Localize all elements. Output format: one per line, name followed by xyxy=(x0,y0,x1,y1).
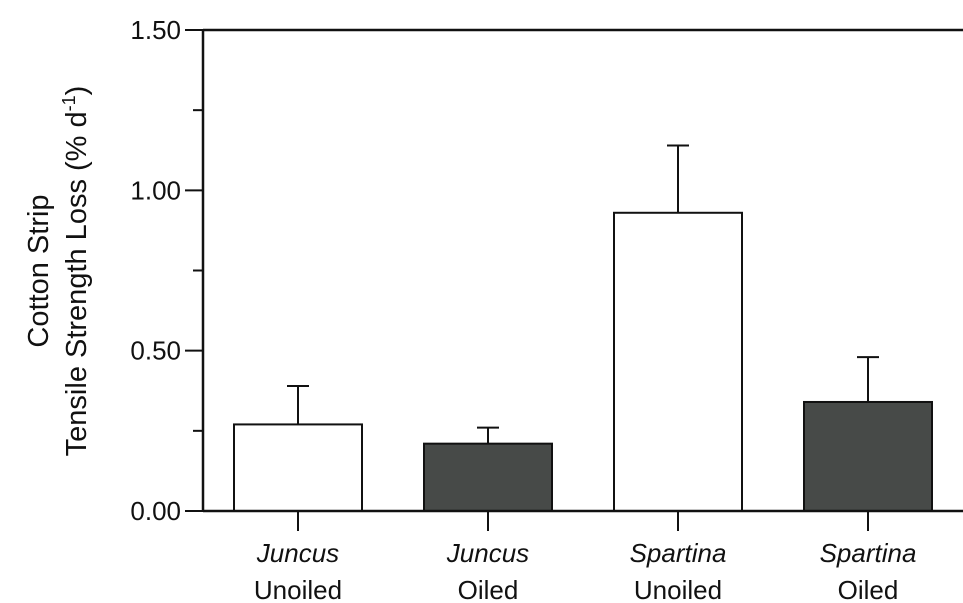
x-tick-label-treatment: Oiled xyxy=(458,575,519,603)
bar xyxy=(613,211,743,512)
bar xyxy=(803,400,933,512)
x-tick-label-treatment: Oiled xyxy=(838,575,899,603)
y-tick-label: 0.50 xyxy=(130,336,181,366)
x-tick-label-taxon: Juncus xyxy=(256,538,339,568)
x-tick-label-treatment: Unoiled xyxy=(254,575,342,603)
y-tick-label: 1.50 xyxy=(130,15,181,45)
y-axis-label-line1: Cotton Strip xyxy=(23,194,55,347)
x-tick-label-taxon: Juncus xyxy=(446,538,529,568)
y-axis-label-line2-prefix: Tensile Strength Loss (% d xyxy=(61,111,93,456)
x-tick-label-taxon: Spartina xyxy=(630,538,727,568)
bar xyxy=(233,423,363,513)
plot-area: Juncus Unoiled Juncus Oiled Spartina Unoiled S… xyxy=(130,15,963,603)
x-tick-label-taxon: Spartina xyxy=(820,538,917,568)
y-axis-label-line2-suffix: ) xyxy=(61,86,93,96)
y-tick-label: 0.00 xyxy=(130,496,181,526)
x-tick-label-treatment: Unoiled xyxy=(634,575,722,603)
y-axis-label: Cotton Strip Tensile Strength Loss (% d-… xyxy=(23,86,93,457)
y-tick-label: 1.00 xyxy=(130,175,181,205)
bar xyxy=(423,442,553,512)
y-axis-label-line2: Tensile Strength Loss (% d-1) xyxy=(59,86,93,457)
y-axis-label-line2-superscript: -1 xyxy=(59,95,79,111)
